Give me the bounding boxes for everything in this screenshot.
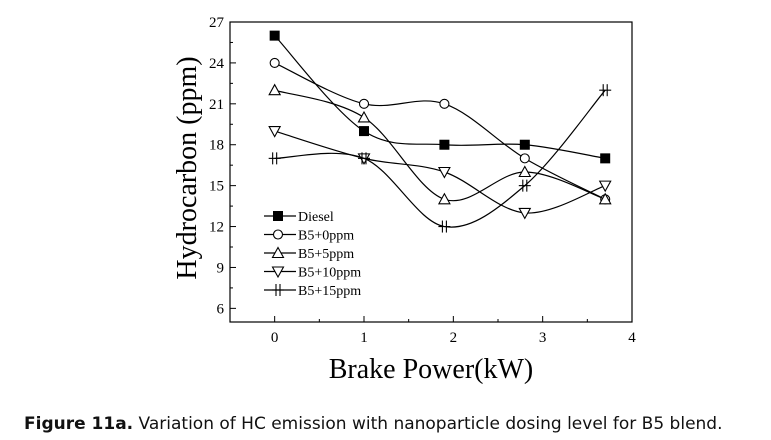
legend-marker [271,246,285,259]
x-axis-ticks: 0 1 2 3 4 [271,316,636,346]
data-point [518,207,532,220]
series-b5-0ppm [269,57,611,205]
x-tick-label: 3 [539,330,547,346]
y-tick-label: 27 [209,15,225,31]
figure-caption-text: Variation of HC emission with nanopartic… [133,414,723,434]
series-b5-5ppm [268,83,612,205]
data-point [357,110,371,123]
y-tick-label: 12 [209,220,224,236]
legend-label: B5+10ppm [298,266,361,281]
legend-label: B5+5ppm [298,247,354,262]
legend-item: B5+0ppm [264,229,354,244]
legend-label: Diesel [298,210,334,225]
x-tick-label: 4 [628,330,636,346]
y-axis-ticks: 6 9 12 15 18 21 24 27 [209,15,236,317]
data-point [269,30,280,41]
data-point [358,98,370,109]
legend-marker [272,284,284,296]
data-point [437,192,451,205]
y-tick-label: 9 [217,260,225,276]
data-point [518,165,532,178]
legend-label: B5+0ppm [298,229,354,244]
data-point [269,57,280,68]
legend-marker [271,266,285,279]
y-tick-label: 21 [209,97,224,113]
series-line [274,89,606,228]
data-point [598,180,612,193]
y-tick-label: 18 [209,138,224,154]
legend-item: B5+5ppm [264,246,354,262]
legend-marker [272,229,284,240]
x-axis-title: Brake Power(kW) [329,354,533,385]
data-point [600,153,611,164]
x-tick-label: 2 [450,330,458,346]
data-point [519,139,530,150]
data-point [439,98,450,109]
figure-caption-label: Figure 11a. [24,414,134,434]
legend-label: B5+15ppm [298,284,361,299]
legend-item: B5+15ppm [264,284,361,299]
legend-item: Diesel [264,210,334,225]
x-tick-label: 0 [271,330,279,346]
plot-frame [229,21,633,323]
series-layer [268,30,612,233]
data-point [519,153,530,164]
data-point [518,179,531,192]
data-point [359,126,369,137]
data-point [268,126,282,138]
y-axis-title: Hydrocarbon (ppm) [172,56,203,279]
data-point [439,139,450,150]
series-b5-15ppm [268,84,612,233]
figure-caption: Figure 11a. Variation of HC emission wit… [24,414,764,434]
y-tick-label: 6 [217,301,225,317]
data-point [438,220,451,233]
data-point [268,152,281,165]
data-point [437,166,451,179]
y-tick-label: 24 [209,56,225,72]
data-point [598,192,612,205]
x-tick-label: 1 [360,330,368,346]
series-diesel [269,30,611,164]
legend: Diesel B5+0ppm B5+5ppm B5+10ppm B5+15ppm [264,210,361,299]
legend-marker [273,211,283,221]
data-point [268,83,282,96]
data-point [599,84,612,97]
data-point [358,152,370,165]
y-tick-label: 15 [209,179,224,195]
legend-item: B5+10ppm [264,266,361,281]
